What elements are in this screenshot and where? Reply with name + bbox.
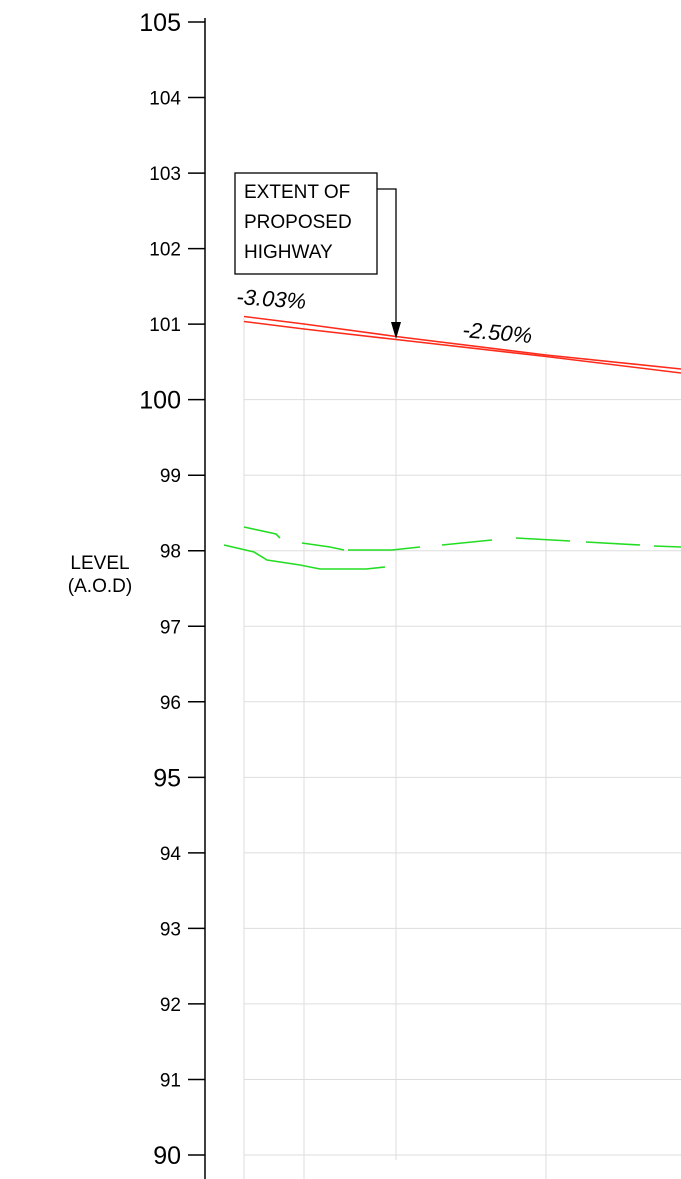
y-tick-label: 90 xyxy=(153,1142,181,1170)
y-tick-label: 92 xyxy=(160,995,181,1016)
y-tick-label: 103 xyxy=(149,164,181,185)
callout-box xyxy=(234,172,378,275)
existing-ground-upper xyxy=(301,542,345,551)
callout-line-1: EXTENT OF xyxy=(244,182,350,203)
axis-label-level: LEVEL xyxy=(70,553,129,574)
horizontal-grid xyxy=(244,399,681,1156)
existing-ground-upper xyxy=(441,539,493,546)
y-axis-ticks: 105 104 103 102 101 100 99 98 97 96 95 94 93 92 91 90 xyxy=(139,9,205,1170)
y-tick-label: 93 xyxy=(160,919,181,940)
callout-arrowhead xyxy=(391,322,401,339)
existing-ground-upper xyxy=(653,545,681,548)
y-tick-label: 105 xyxy=(139,9,181,37)
existing-ground-upper xyxy=(243,526,281,539)
extent-callout: EXTENT OF PROPOSED HIGHWAY xyxy=(234,172,401,339)
existing-ground-line xyxy=(223,526,681,570)
y-tick-label: 100 xyxy=(139,387,181,415)
vertical-grid xyxy=(243,318,547,1179)
existing-ground-lower xyxy=(223,544,386,570)
callout-line-3: HIGHWAY xyxy=(244,242,333,263)
axis-label-aod: (A.O.D) xyxy=(68,576,132,597)
y-tick-label: 104 xyxy=(149,89,181,110)
y-tick-label: 101 xyxy=(149,315,181,336)
callout-line-2: PROPOSED xyxy=(244,212,352,233)
y-tick-label: 102 xyxy=(149,240,181,261)
y-tick-label: 94 xyxy=(160,844,182,865)
existing-ground-upper xyxy=(515,537,571,542)
proposed-level-lower xyxy=(243,320,681,374)
grade-label-second: -2.50% xyxy=(462,317,534,348)
y-tick-label: 91 xyxy=(160,1070,181,1091)
callout-leader xyxy=(377,188,397,327)
y-tick-label: 97 xyxy=(160,617,181,638)
y-tick-label: 95 xyxy=(153,764,181,792)
grade-label-first: -3.03% xyxy=(236,284,307,314)
existing-ground-upper xyxy=(585,541,641,546)
y-tick-label: 96 xyxy=(160,693,181,714)
existing-ground-upper xyxy=(348,546,421,551)
y-tick-label: 99 xyxy=(160,466,181,487)
y-tick-label: 98 xyxy=(160,542,181,563)
